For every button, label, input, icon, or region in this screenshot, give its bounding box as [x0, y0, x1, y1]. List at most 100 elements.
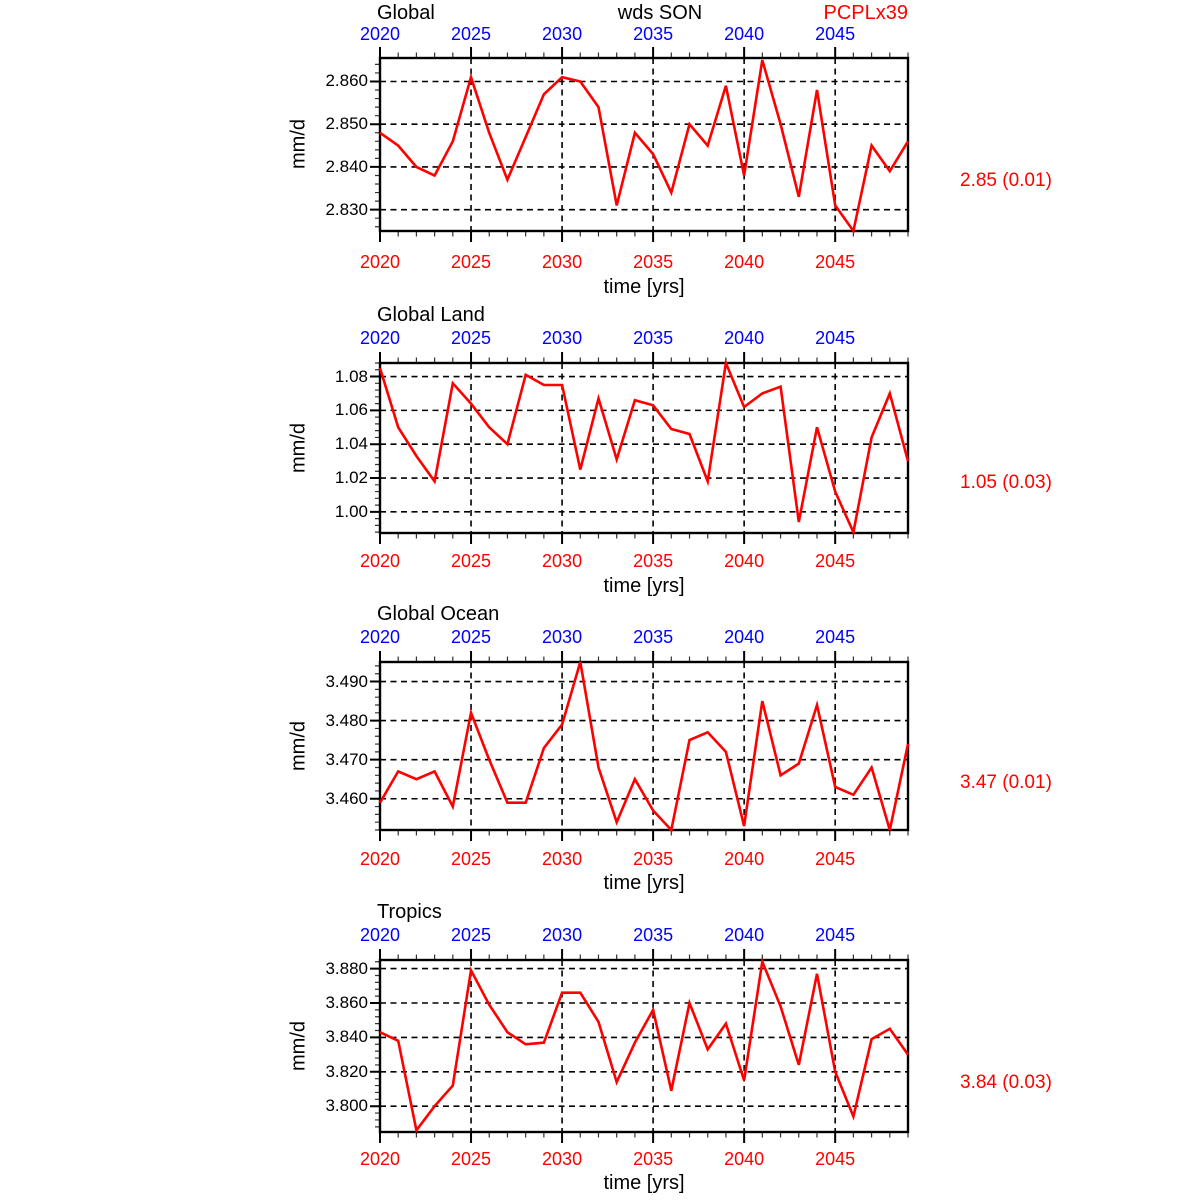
- gridlines: [380, 58, 908, 231]
- plot-frame: [378, 361, 910, 535]
- x-tick-label-bottom: 2030: [542, 252, 583, 272]
- gridlines: [380, 662, 908, 830]
- y-tick-label: 3.460: [325, 788, 368, 808]
- x-axis-label-global: time [yrs]: [603, 276, 685, 298]
- x-tick-label-bottom: 2040: [724, 252, 765, 272]
- x-tick-label-bottom: 2035: [633, 252, 674, 272]
- y-tick-label: 1.00: [334, 501, 368, 521]
- x-tick-label-bottom: 2030: [542, 1149, 583, 1169]
- panel-title-global-ocean: Global Ocean: [377, 603, 500, 625]
- minor-ticks: [375, 954, 909, 1138]
- stat-value-global-ocean: 3.47 (0.01): [960, 772, 1052, 793]
- x-tick-label-bottom: 2045: [815, 551, 856, 571]
- x-axis-label-global-land: time [yrs]: [603, 575, 685, 597]
- plot-panel-3: [370, 651, 910, 841]
- stat-value-tropics: 3.84 (0.03): [960, 1072, 1052, 1093]
- gridlines: [380, 960, 908, 1132]
- x-tick-label-top: 2030: [542, 925, 583, 945]
- y-tick-label: 1.04: [334, 434, 368, 454]
- x-tick-label-bottom: 2025: [451, 1149, 492, 1169]
- x-tick-label-top: 2035: [633, 328, 674, 348]
- y-tick-label: 1.08: [334, 366, 368, 386]
- panel-title-global-land: Global Land: [377, 304, 485, 326]
- x-tick-label-top: 2025: [451, 24, 492, 44]
- panel-title-tropics: Tropics: [377, 901, 442, 923]
- x-tick-label-bottom: 2040: [724, 1149, 765, 1169]
- x-tick-label-bottom: 2030: [542, 551, 583, 571]
- plot-panel-1: [370, 47, 910, 242]
- series-line: [378, 358, 910, 537]
- x-tick-label-bottom: 2035: [633, 849, 674, 869]
- y-tick-label: 3.800: [325, 1096, 368, 1116]
- y-tick-label: 1.02: [334, 468, 368, 488]
- x-tick-label-top: 2035: [633, 627, 674, 647]
- plot-frame: [378, 660, 910, 832]
- y-tick-label: 2.860: [325, 71, 368, 91]
- x-axis-label-tropics: time [yrs]: [603, 1172, 685, 1194]
- x-tick-label-top: 2025: [451, 925, 492, 945]
- major-ticks: [370, 651, 837, 841]
- y-tick-label: 1.06: [334, 400, 368, 420]
- series-line: [379, 59, 910, 235]
- x-tick-label-top: 2020: [359, 627, 401, 647]
- series-line: [379, 956, 910, 1134]
- x-tick-label-bottom: 2020: [359, 252, 401, 272]
- x-tick-label-top: 2045: [815, 24, 856, 44]
- x-tick-label-top: 2035: [633, 24, 674, 44]
- y-tick-label: 3.840: [325, 1027, 368, 1047]
- x-tick-label-bottom: 2045: [815, 252, 856, 272]
- y-tick-label: 2.850: [325, 114, 368, 134]
- x-tick-label-top: 2040: [724, 627, 765, 647]
- stat-value-global: 2.85 (0.01): [960, 170, 1052, 191]
- plot-frame: [378, 958, 910, 1134]
- panel-title-global: Global: [377, 2, 435, 24]
- x-tick-label-top: 2040: [724, 925, 765, 945]
- x-tick-label-bottom: 2030: [542, 849, 583, 869]
- stat-value-global-land: 1.05 (0.03): [960, 472, 1052, 493]
- x-tick-label-top: 2040: [724, 328, 765, 348]
- major-ticks: [370, 949, 837, 1143]
- y-tick-label: 2.840: [325, 156, 368, 176]
- x-tick-label-top: 2045: [815, 328, 856, 348]
- plot-panel-2: [370, 352, 910, 544]
- y-tick-label: 3.820: [325, 1061, 368, 1081]
- y-tick-label: 3.480: [325, 710, 368, 730]
- minor-ticks: [375, 656, 909, 836]
- x-tick-label-bottom: 2040: [724, 551, 765, 571]
- x-axis-label-global-ocean: time [yrs]: [603, 872, 685, 894]
- gridlines: [380, 363, 908, 533]
- x-tick-label-top: 2045: [815, 925, 856, 945]
- x-tick-label-top: 2030: [542, 24, 583, 44]
- y-tick-label: 2.830: [325, 199, 368, 219]
- x-tick-label-bottom: 2025: [451, 551, 492, 571]
- y-tick-label: 3.880: [325, 958, 368, 978]
- x-tick-label-top: 2025: [451, 627, 492, 647]
- x-tick-label-bottom: 2025: [451, 252, 492, 272]
- x-tick-label-top: 2020: [359, 328, 401, 348]
- series-line: [378, 661, 910, 833]
- x-tick-label-bottom: 2045: [815, 1149, 856, 1169]
- x-tick-label-top: 2035: [633, 925, 674, 945]
- x-tick-label-top: 2045: [815, 627, 856, 647]
- figure-center-label: wds SON: [617, 2, 703, 24]
- x-tick-label-top: 2020: [359, 925, 401, 945]
- x-tick-label-bottom: 2035: [633, 1149, 674, 1169]
- x-tick-label-top: 2025: [451, 328, 492, 348]
- y-tick-label: 3.860: [325, 993, 368, 1012]
- x-tick-label-bottom: 2040: [724, 849, 765, 869]
- x-tick-label-top: 2030: [542, 627, 583, 647]
- x-tick-label-bottom: 2020: [359, 1149, 401, 1169]
- minor-ticks: [375, 52, 909, 237]
- y-tick-label: 3.490: [325, 671, 368, 691]
- major-ticks: [370, 352, 837, 544]
- x-tick-label-top: 2040: [724, 24, 765, 44]
- x-tick-label-bottom: 2020: [359, 849, 401, 869]
- y-tick-label: 3.470: [325, 749, 368, 769]
- x-tick-label-bottom: 2020: [359, 551, 401, 571]
- x-tick-label-bottom: 2035: [633, 551, 674, 571]
- x-tick-label-bottom: 2045: [815, 849, 856, 869]
- figure-right-label: PCPLx39: [823, 2, 909, 24]
- major-ticks: [370, 47, 837, 242]
